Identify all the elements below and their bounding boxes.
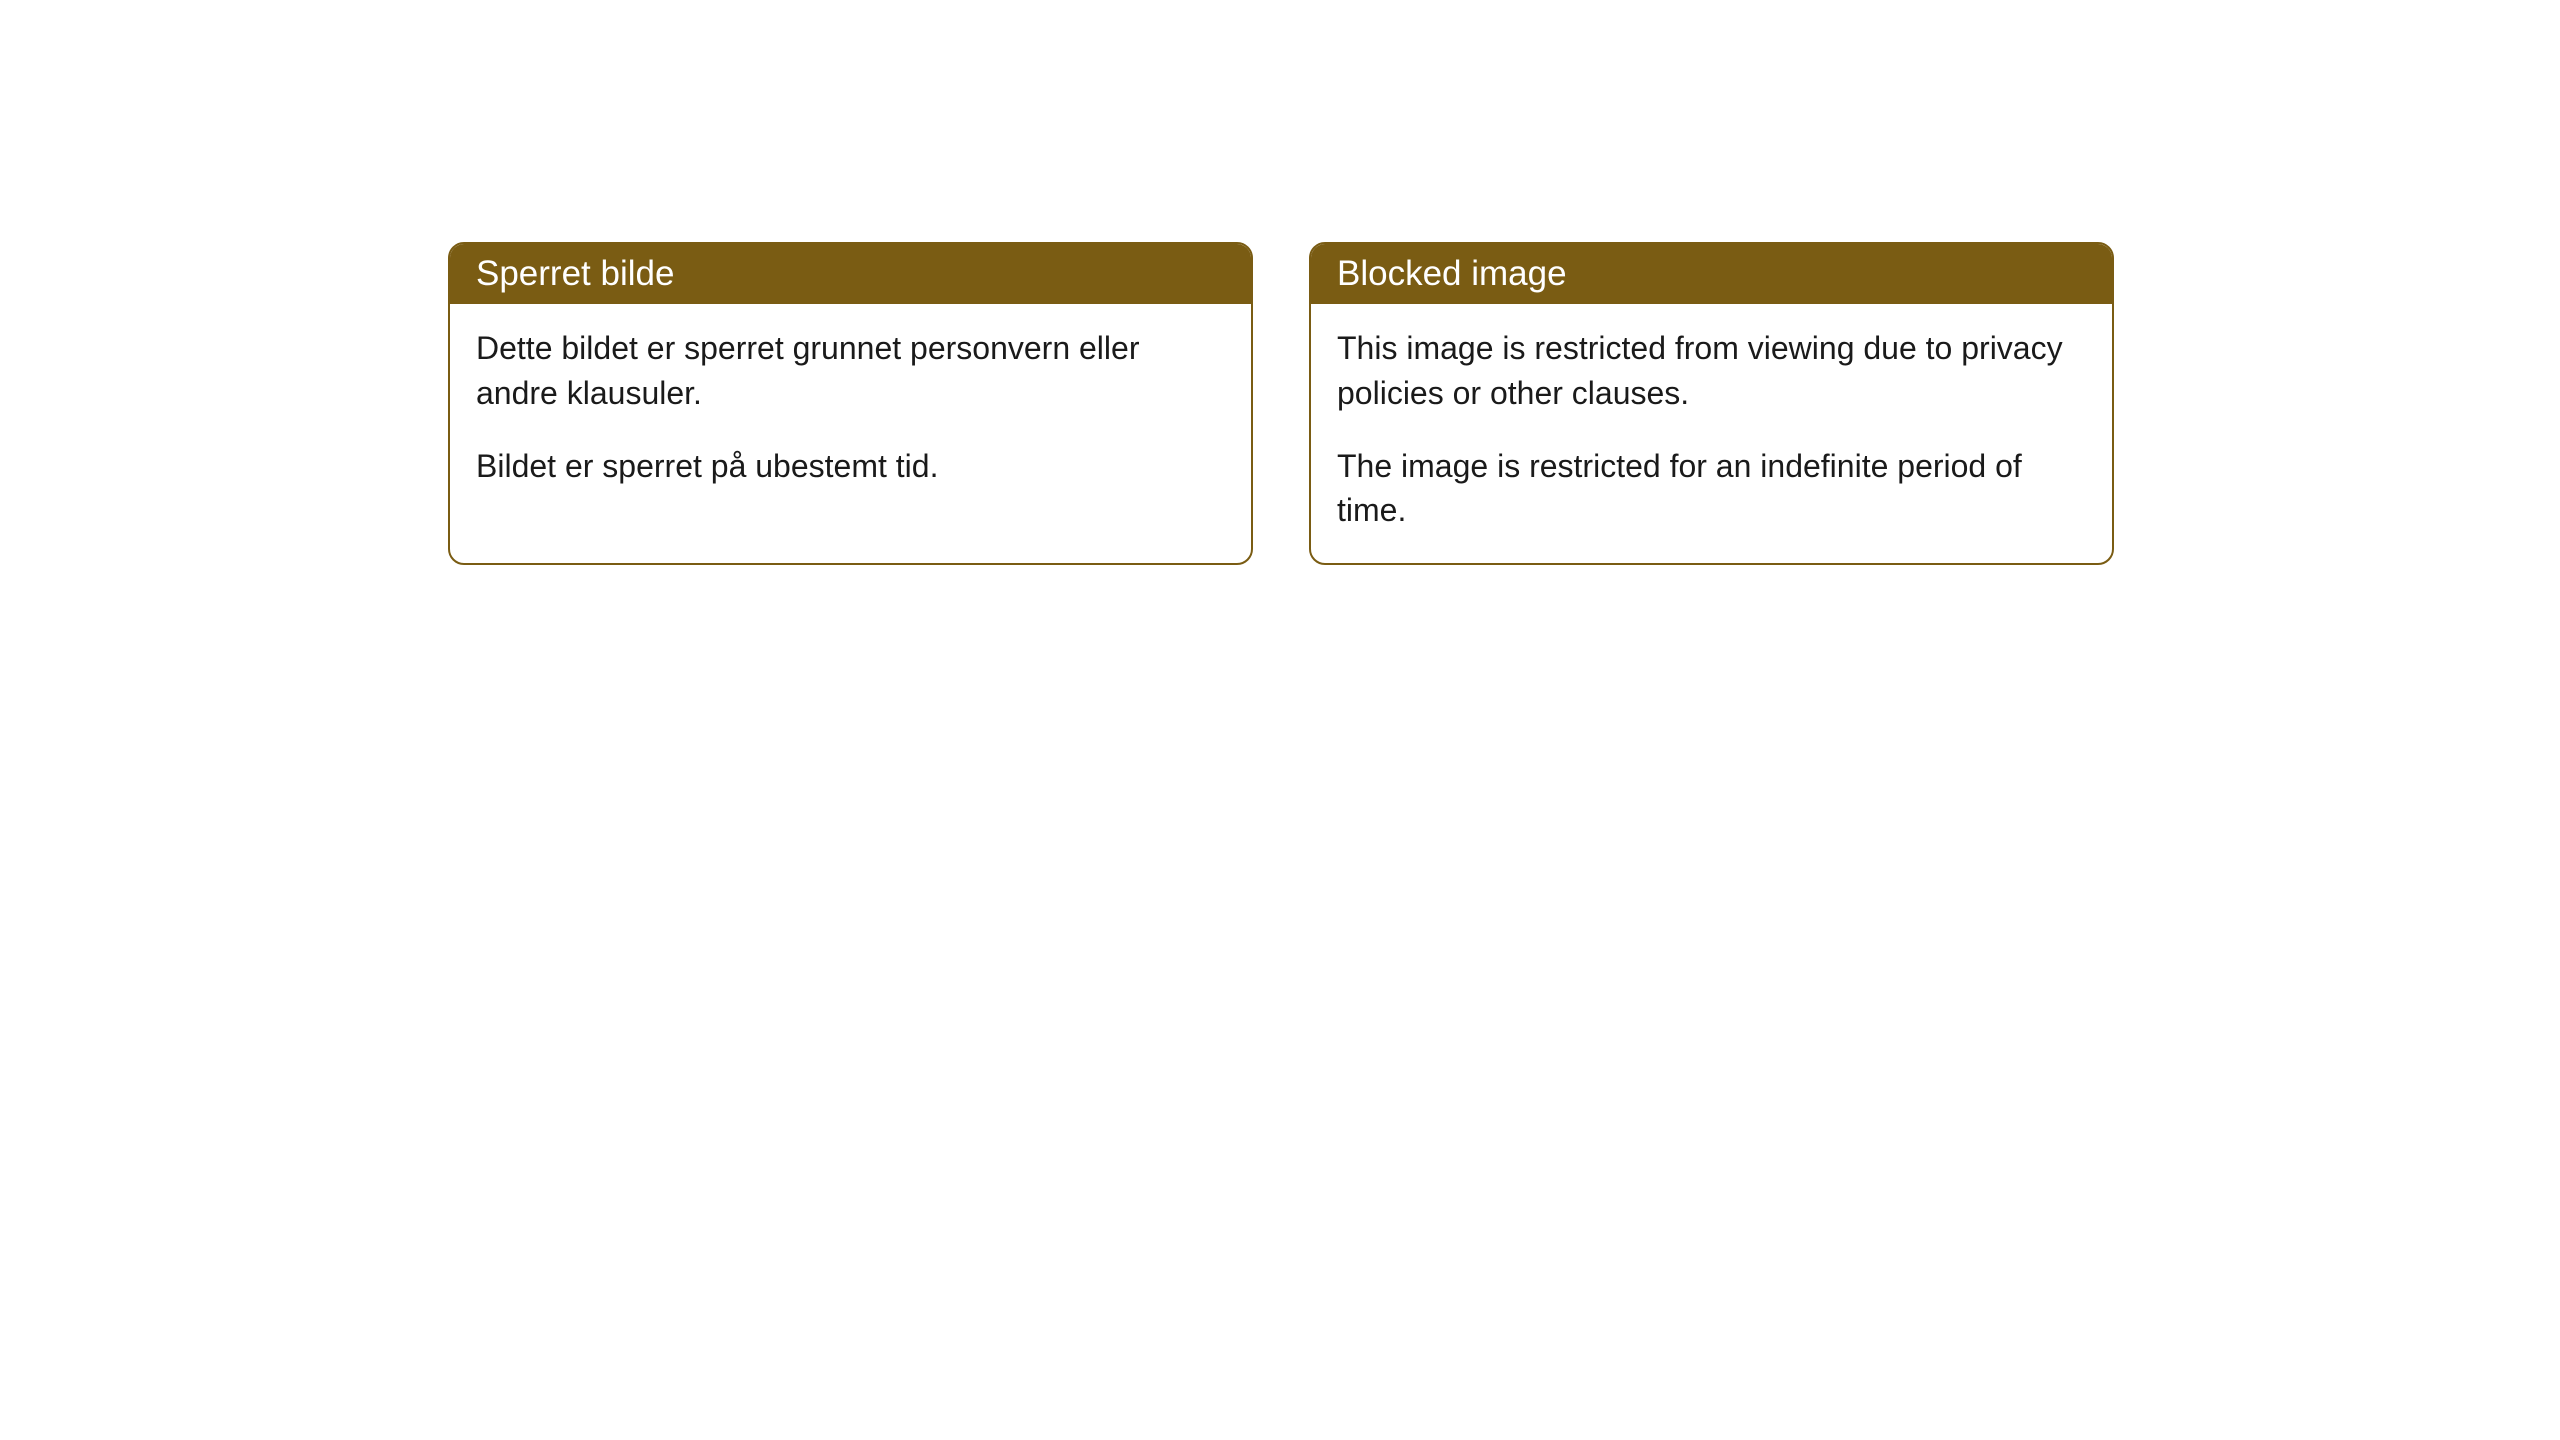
card-title: Sperret bilde <box>476 254 674 293</box>
blocked-image-card-norwegian: Sperret bilde Dette bildet er sperret gr… <box>448 242 1253 565</box>
card-body: Dette bildet er sperret grunnet personve… <box>450 304 1251 518</box>
card-title: Blocked image <box>1337 254 1567 293</box>
card-header: Blocked image <box>1311 244 2112 304</box>
card-body: This image is restricted from viewing du… <box>1311 304 2112 563</box>
card-header: Sperret bilde <box>450 244 1251 304</box>
card-paragraph: Dette bildet er sperret grunnet personve… <box>476 326 1225 416</box>
card-paragraph: The image is restricted for an indefinit… <box>1337 444 2086 534</box>
card-paragraph: Bildet er sperret på ubestemt tid. <box>476 444 1225 489</box>
blocked-image-card-english: Blocked image This image is restricted f… <box>1309 242 2114 565</box>
notice-cards-container: Sperret bilde Dette bildet er sperret gr… <box>448 242 2114 565</box>
card-paragraph: This image is restricted from viewing du… <box>1337 326 2086 416</box>
